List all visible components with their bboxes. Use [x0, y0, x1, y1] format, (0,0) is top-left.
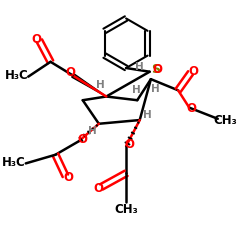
- Text: H: H: [132, 85, 140, 95]
- Text: H₃C: H₃C: [5, 69, 29, 82]
- Text: H: H: [135, 62, 144, 72]
- Text: H: H: [88, 126, 96, 136]
- Text: O: O: [63, 170, 73, 183]
- Text: O: O: [32, 33, 42, 46]
- Text: O: O: [187, 102, 197, 116]
- Text: O: O: [77, 132, 87, 145]
- Text: H₃C: H₃C: [2, 156, 26, 170]
- Text: CH₃: CH₃: [213, 114, 237, 127]
- Text: S: S: [151, 63, 160, 76]
- Text: H: H: [151, 84, 160, 94]
- Text: H: H: [143, 110, 152, 120]
- Text: O: O: [93, 182, 103, 195]
- Text: O: O: [152, 63, 162, 76]
- Text: CH₃: CH₃: [114, 203, 138, 216]
- Text: O: O: [188, 65, 198, 78]
- Text: O: O: [124, 138, 134, 150]
- Text: H: H: [96, 80, 104, 90]
- Text: O: O: [65, 66, 75, 80]
- Polygon shape: [72, 74, 106, 96]
